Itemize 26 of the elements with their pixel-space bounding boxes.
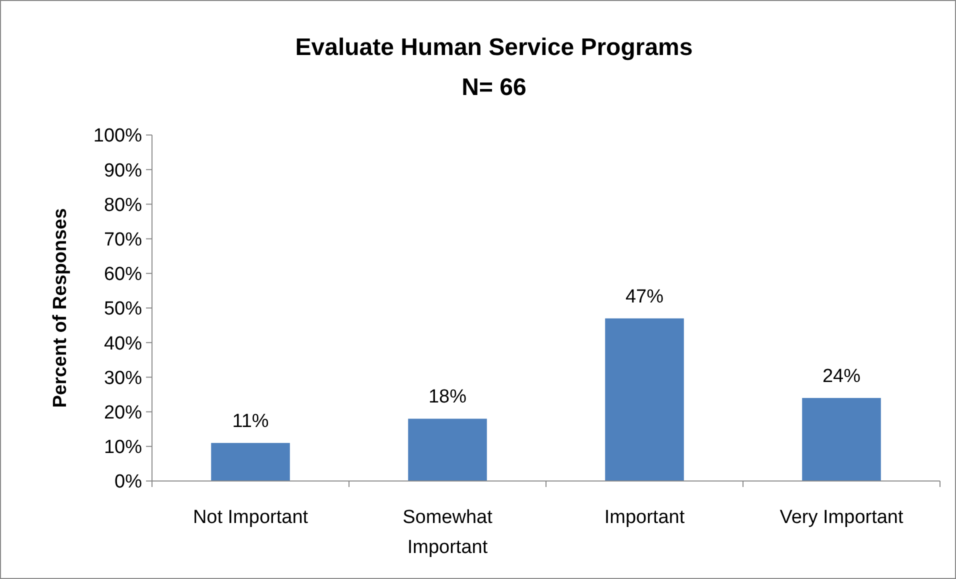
x-tick-label: Somewhat Important <box>402 507 494 558</box>
bar <box>605 318 684 481</box>
chart-title: Evaluate Human Service Programs <box>295 34 693 61</box>
y-axis-title: Percent of Responses <box>50 208 71 408</box>
bar <box>802 398 881 481</box>
data-label: 47% <box>625 286 664 308</box>
y-tick-label: 40% <box>104 333 142 354</box>
bar <box>408 418 487 481</box>
data-label: 11% <box>232 410 269 432</box>
y-tick-label: 70% <box>104 229 142 250</box>
chart-subtitle: N= 66 <box>462 74 526 101</box>
y-tick-label: 30% <box>104 368 142 389</box>
y-tick-label: 60% <box>104 264 142 286</box>
x-tick-label: Important <box>604 507 686 528</box>
y-tick-label: 0% <box>114 472 142 493</box>
data-label: 24% <box>822 366 861 387</box>
y-tick-label: 80% <box>104 194 142 216</box>
y-tick-label: 90% <box>104 160 142 182</box>
y-tick-label: 50% <box>104 298 142 320</box>
y-tick-label: 20% <box>104 402 142 424</box>
y-tick-label: 10% <box>104 437 142 458</box>
x-tick-label: Not Important <box>192 507 309 528</box>
y-tick-label: 100% <box>93 126 142 147</box>
x-tick-label: Very Important <box>780 507 904 528</box>
bar <box>211 442 290 481</box>
data-label: 18% <box>428 386 467 408</box>
